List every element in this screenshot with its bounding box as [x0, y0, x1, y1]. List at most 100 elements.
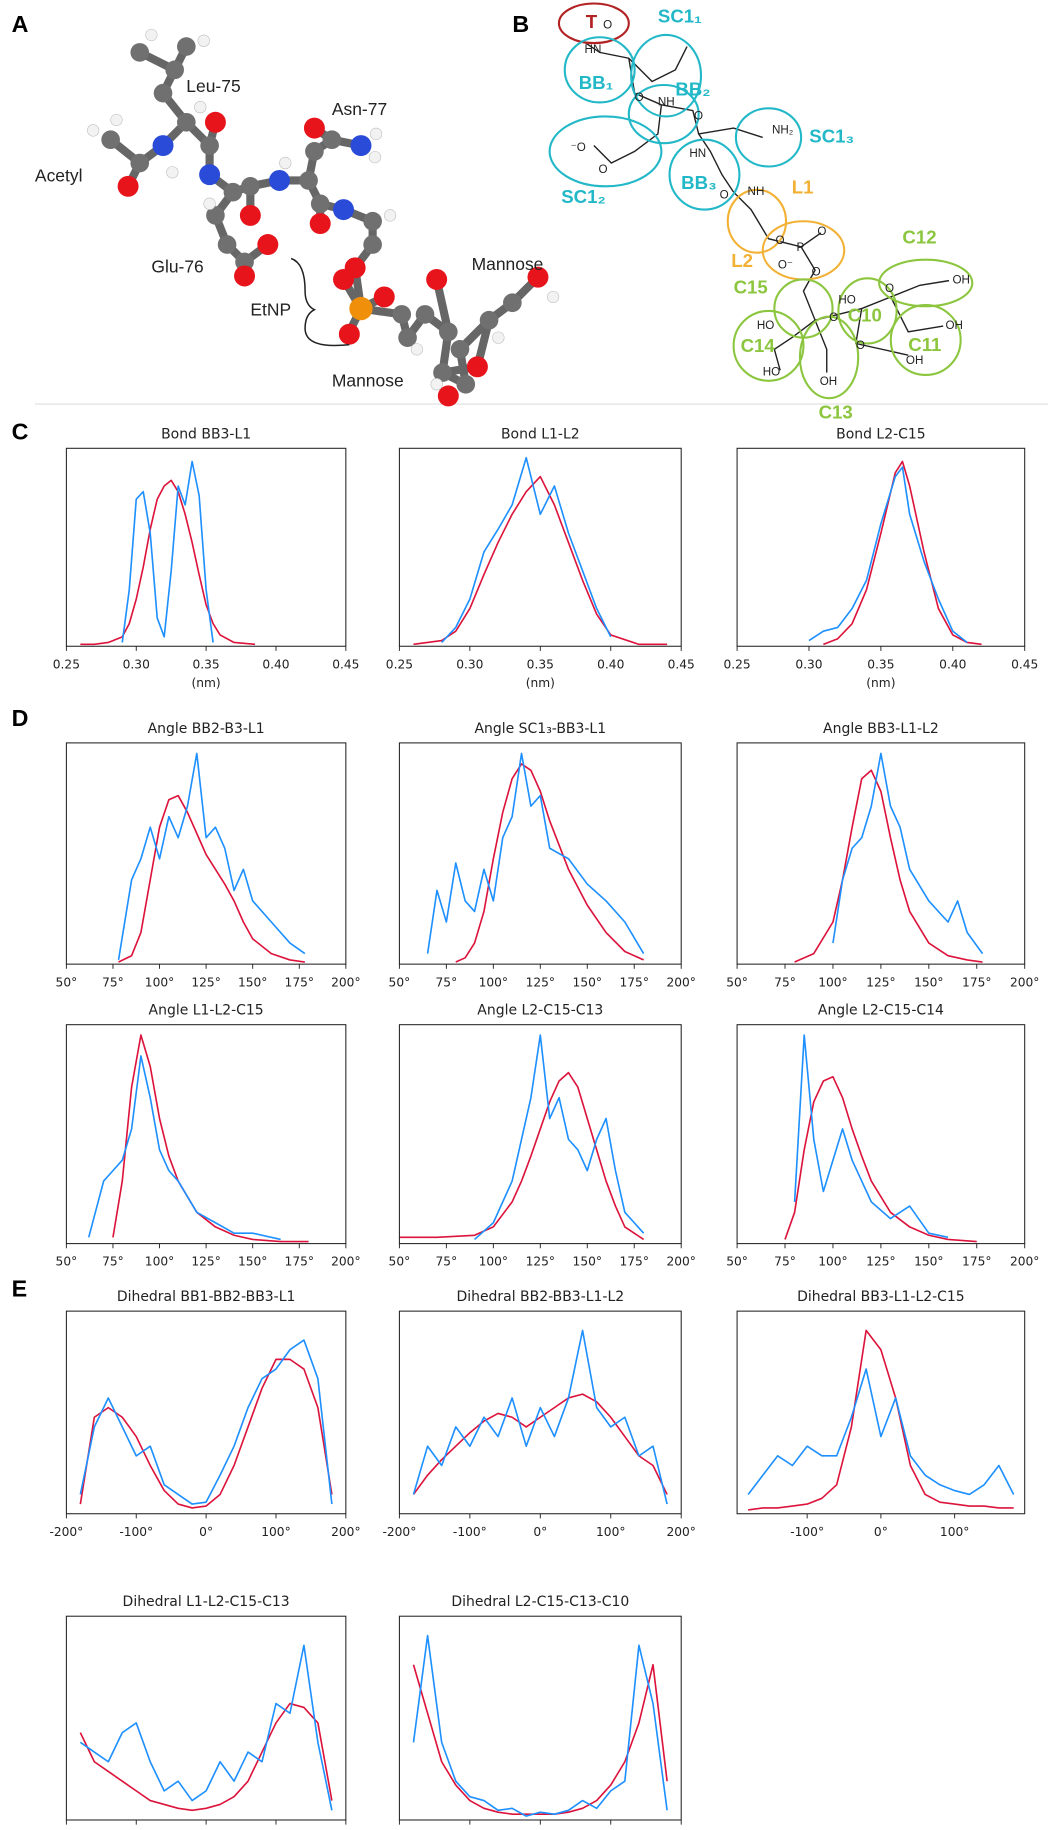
x-tick-label: -100° — [790, 1525, 824, 1539]
atom-label: HN — [585, 43, 602, 56]
x-tick-label: 100° — [940, 1525, 969, 1539]
x-tick-label: 100° — [818, 975, 847, 989]
series-line — [426, 752, 645, 955]
chart-title: Angle SC1₃-BB3-L1 — [474, 721, 606, 737]
x-tick-label: 100° — [479, 975, 508, 989]
x-tick-label: 200° — [666, 1525, 695, 1539]
x-tick-label: 0.30 — [456, 657, 483, 671]
series-line — [79, 1339, 333, 1505]
plot-frame — [736, 1024, 1026, 1245]
x-tick-label: -100° — [453, 1525, 487, 1539]
x-tick-label: 100° — [145, 1255, 174, 1269]
x-tick-label: 175° — [962, 975, 991, 989]
atom-label: ⁻O — [571, 141, 586, 154]
x-tick-label: 0.25 — [386, 657, 413, 671]
atom-label: HO — [757, 319, 774, 332]
x-tick-label: 150° — [238, 975, 267, 989]
atom-label: O — [720, 189, 729, 202]
x-tick-label: 0.30 — [795, 657, 822, 671]
x-tick-label: 0° — [874, 1525, 888, 1539]
x-tick-label: 0.45 — [1011, 657, 1038, 671]
atom-label: NH — [748, 185, 765, 198]
series-line — [79, 1644, 333, 1811]
x-tick-label: 0.35 — [527, 657, 554, 671]
bead-labels: T SC1₁ BB₁ BB₂ SC1₂ SC1₃ BB₃ L1 L2 C12 C… — [561, 5, 941, 422]
plot-frame — [65, 447, 347, 647]
series-line — [808, 466, 968, 644]
series-line — [79, 1702, 333, 1812]
bead-label: C10 — [848, 305, 882, 326]
x-tick-label: -200° — [49, 1525, 83, 1539]
x-tick-label: 50° — [389, 1255, 411, 1269]
plot-frame — [398, 1310, 682, 1515]
bead-label: SC1₃ — [809, 125, 854, 146]
x-tick-label: 150° — [238, 1255, 267, 1269]
residue-label: Asn-77 — [332, 99, 387, 119]
atom-label: O⁻ — [778, 259, 793, 272]
x-tick-label: 125° — [866, 975, 895, 989]
bead-label: BB₃ — [681, 172, 717, 193]
x-tick-label: -100° — [119, 1525, 153, 1539]
x-tick-label: 0.45 — [668, 657, 695, 671]
atom-label: HO — [838, 293, 855, 306]
bead-label: C14 — [741, 335, 776, 356]
atom-label: O — [856, 339, 865, 352]
series-line — [413, 475, 668, 646]
bead-label: L2 — [731, 250, 753, 271]
series-line — [412, 1634, 668, 1817]
x-tick-label: 0.30 — [123, 657, 150, 671]
series-line — [794, 769, 983, 963]
x-tick-label: 125° — [526, 975, 555, 989]
chart-title: Angle L2-C15-C14 — [818, 1003, 944, 1019]
x-tick-label: 175° — [285, 1255, 314, 1269]
x-tick-label: 50° — [726, 1255, 748, 1269]
x-tick-label: 0° — [199, 1525, 213, 1539]
plot-frame — [65, 742, 347, 965]
series-line — [474, 1034, 645, 1241]
series-line — [117, 752, 306, 961]
atom-label: O — [599, 163, 608, 176]
chart-title: Bond L2-C15 — [836, 426, 926, 442]
x-tick-label: 200° — [331, 975, 360, 989]
series-line — [87, 1055, 281, 1241]
x-tick-label: 150° — [914, 1255, 943, 1269]
residue-label: Mannose — [332, 371, 404, 391]
x-tick-label: 100° — [261, 1525, 290, 1539]
x-tick-label: 175° — [285, 975, 314, 989]
bead-label: T — [586, 11, 598, 32]
atom-label: O — [694, 110, 703, 123]
bead-label: C11 — [908, 334, 941, 355]
panel-label: E — [12, 1275, 28, 1301]
series-line — [441, 456, 612, 644]
plot-frame — [736, 742, 1026, 965]
series-line — [118, 794, 305, 963]
series-line — [412, 1329, 668, 1505]
x-tick-label: 200° — [1010, 975, 1039, 989]
x-tick-label: 200° — [1010, 1255, 1039, 1269]
atoms — [87, 28, 560, 407]
x-tick-label: 50° — [56, 1255, 78, 1269]
x-tick-label: 75° — [436, 975, 458, 989]
bracket — [290, 257, 350, 347]
bead-label: C13 — [819, 401, 853, 422]
x-tick-label: 0.25 — [723, 657, 750, 671]
chart-title: Dihedral BB1-BB2-BB3-L1 — [117, 1289, 296, 1305]
x-axis-label: (nm) — [192, 676, 221, 690]
atom-label: NH — [658, 96, 675, 109]
x-tick-label: 125° — [526, 1255, 555, 1269]
series-line — [748, 1329, 1014, 1511]
bead-label: L1 — [792, 177, 814, 198]
x-tick-label: 100° — [596, 1525, 625, 1539]
chart-title: Dihedral L1-L2-C15-C13 — [123, 1594, 290, 1610]
x-tick-label: 150° — [914, 975, 943, 989]
atom-label: HO — [763, 366, 780, 379]
x-tick-label: 0.45 — [332, 657, 359, 671]
x-tick-label: 175° — [620, 975, 649, 989]
residue-label: Leu-75 — [186, 76, 240, 96]
series-line — [399, 1071, 645, 1241]
plot-frame — [398, 742, 682, 965]
atom-label: O — [635, 91, 644, 104]
bead-label: SC1₂ — [561, 186, 606, 207]
series-line — [823, 460, 982, 646]
bead-label: C15 — [734, 277, 768, 298]
